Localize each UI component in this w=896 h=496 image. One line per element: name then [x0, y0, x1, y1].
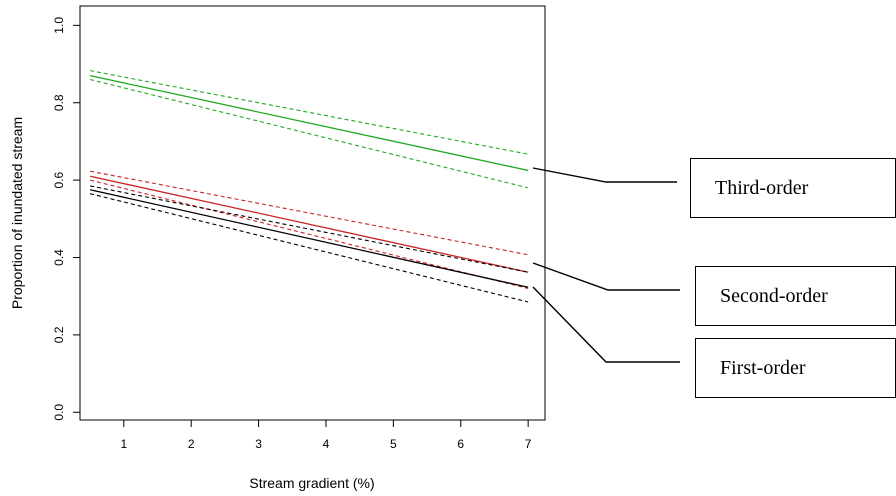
x-axis-title: Stream gradient (%) — [249, 475, 374, 491]
y-axis-title: Proportion of inundated stream — [9, 117, 25, 309]
third-order-upper-ci-line — [90, 70, 529, 155]
first-order-upper-ci-line — [90, 185, 529, 273]
second-order-leader-line — [532, 262, 680, 291]
callout-label: Third-order — [715, 176, 809, 199]
x-tick-label: 5 — [390, 437, 397, 451]
first-order-lower-ci-line — [89, 193, 529, 303]
callout-label: Second-order — [720, 284, 828, 307]
callout-third-order: Third-order — [690, 158, 896, 218]
x-tick-label: 2 — [188, 437, 195, 451]
second-order-fit-line — [89, 175, 529, 273]
y-tick-label: 0.8 — [52, 94, 66, 111]
y-tick-label: 0.6 — [52, 171, 66, 188]
x-tick-label: 7 — [525, 437, 532, 451]
third-order-fit-line — [89, 75, 529, 172]
second-order-upper-ci-line — [90, 170, 529, 256]
second-order-lower-ci-line — [89, 179, 529, 289]
first-order-leader-line — [532, 286, 680, 363]
x-tick-label: 6 — [457, 437, 464, 451]
x-tick-label: 3 — [255, 437, 262, 451]
callout-label: First-order — [720, 356, 806, 379]
x-tick-label: 1 — [120, 437, 127, 451]
x-axis: 1 2 3 4 5 6 7 — [120, 420, 532, 451]
y-tick-label: 0.2 — [52, 326, 66, 343]
callout-second-order: Second-order — [695, 266, 896, 326]
first-order-fit-line — [89, 189, 529, 288]
series-layer — [89, 70, 529, 303]
y-tick-label: 1.0 — [52, 17, 66, 34]
callout-first-order: First-order — [695, 338, 896, 398]
x-tick-label: 4 — [323, 437, 330, 451]
plot-frame — [79, 5, 546, 421]
third-order-leader-line — [532, 167, 677, 183]
y-tick-label: 0.4 — [52, 249, 66, 266]
third-order-lower-ci-line — [89, 78, 529, 189]
y-axis: 0.0 0.2 0.4 0.6 0.8 1.0 — [52, 17, 80, 421]
y-tick-label: 0.0 — [52, 404, 66, 421]
leader-lines — [532, 167, 680, 363]
